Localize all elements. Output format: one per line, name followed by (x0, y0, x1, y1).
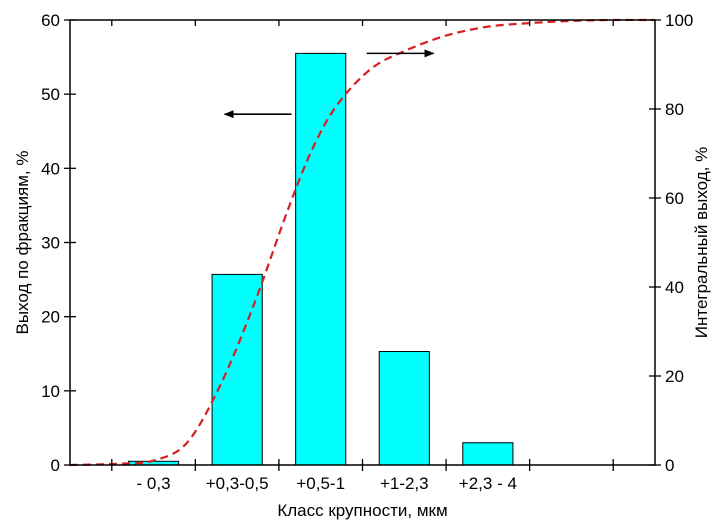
y-tick-label-left: 40 (41, 159, 60, 178)
x-tick-label: +0,5-1 (296, 474, 345, 493)
y-tick-label-left: 60 (41, 11, 60, 30)
curve-layer (69, 18, 656, 467)
y-tick-label-right: 20 (665, 367, 684, 386)
bar-4 (378, 351, 430, 466)
y-tick-label-right: 0 (665, 456, 674, 475)
y-tick-label-right: 40 (665, 278, 684, 297)
y-axis-title-right: Интегральный выход, % (692, 147, 711, 339)
arrows-layer (223, 49, 435, 119)
y-tick-label-left: 10 (41, 382, 60, 401)
y-tick-label-right: 80 (665, 100, 684, 119)
x-axis-title: Класс крупности, мкм (277, 501, 447, 520)
x-tick-label: +2,3 - 4 (459, 474, 517, 493)
y-tick-label-right: 100 (665, 11, 693, 30)
x-tick-label: - 0,3 (137, 474, 171, 493)
x-tick-label: +1-2,3 (380, 474, 429, 493)
y-tick-label-left: 50 (41, 85, 60, 104)
y-tick-label-left: 30 (41, 234, 60, 253)
y-axis-title-left: Выход по фракциям, % (13, 151, 32, 335)
x-tick-label: +0,3-0,5 (206, 474, 269, 493)
cumulative-curve (69, 18, 656, 467)
y-tick-label-right: 60 (665, 189, 684, 208)
plot-frame (69, 19, 656, 466)
bar-3 (295, 52, 347, 466)
ticks-layer: 0 10 20 30 40 50 60 0 20 40 60 80 100 - 0,3 +0,3-0,5 +0… (41, 11, 693, 493)
y-tick-label-left: 20 (41, 308, 60, 327)
bar-5 (462, 442, 514, 466)
bars-layer (128, 52, 514, 466)
y-tick-label-left: 0 (51, 456, 60, 475)
